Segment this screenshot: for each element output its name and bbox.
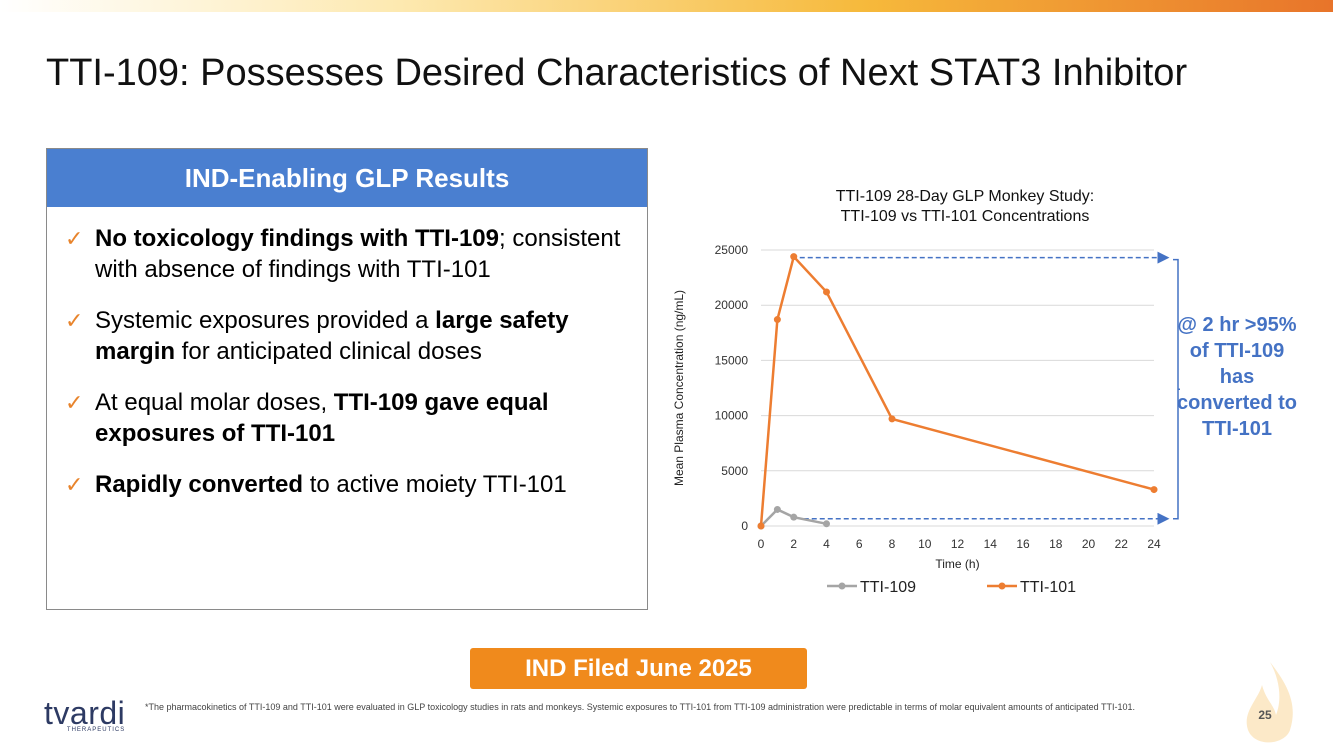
bullet-list: ✓ No toxicology findings with TTI-109; co…: [47, 207, 647, 500]
x-axis-label: Time (h): [935, 557, 979, 571]
footnote: *The pharmacokinetics of TTI-109 and TTI…: [145, 702, 1135, 712]
x-tick-label: 18: [1049, 537, 1063, 551]
x-tick-label: 2: [790, 537, 797, 551]
y-tick-label: 25000: [715, 243, 749, 257]
data-point-tti-101: [790, 253, 798, 261]
page-number: 25: [1258, 708, 1272, 722]
ind-filed-badge: IND Filed June 2025: [470, 648, 807, 689]
top-gradient-bar: [0, 0, 1333, 12]
chart-title: TTI-109 28-Day GLP Monkey Study: TTI-109 …: [760, 187, 1170, 227]
x-tick-label: 12: [951, 537, 965, 551]
bullet-plain-text: At equal molar doses,: [95, 389, 334, 416]
data-point-tti-101: [773, 316, 781, 324]
bullet-item: ✓ At equal molar doses, TTI-109 gave equa…: [65, 387, 637, 449]
legend-label: TTI-109: [860, 579, 916, 596]
company-logo: tvardi THERAPEUTICS: [44, 697, 125, 733]
y-tick-label: 5000: [721, 464, 748, 478]
bullet-item: ✓ Rapidly converted to active moiety TTI-…: [65, 469, 637, 500]
x-tick-label: 20: [1082, 537, 1096, 551]
y-tick-label: 20000: [715, 298, 749, 312]
bullet-plain-text: to active moiety TTI-101: [303, 471, 567, 498]
x-tick-label: 4: [823, 537, 830, 551]
x-tick-label: 16: [1016, 537, 1030, 551]
series-line-tti-101: [759, 254, 1155, 527]
data-point-tti-109: [773, 505, 781, 513]
bullet-text: No toxicology findings with TTI-109; con…: [95, 223, 637, 285]
data-point-tti-109: [790, 513, 798, 521]
data-point-tti-101: [757, 522, 765, 530]
logo-subtitle: THERAPEUTICS: [66, 727, 126, 733]
y-tick-label: 10000: [715, 409, 749, 423]
bullet-item: ✓ No toxicology findings with TTI-109; co…: [65, 223, 637, 285]
data-point-tti-101: [823, 288, 830, 296]
bullet-plain-text: Systemic exposures provided a: [95, 307, 436, 334]
bullet-bold-text: Rapidly converted: [95, 471, 304, 498]
bullet-bold-text: No toxicology findings with TTI-109: [95, 225, 500, 252]
panel-header: IND-Enabling GLP Results: [47, 149, 647, 207]
bullet-plain-text: for anticipated clinical doses: [175, 338, 482, 365]
x-tick-label: 10: [918, 537, 932, 551]
callout-bracket: [1173, 258, 1180, 520]
x-tick-label: 22: [1115, 537, 1129, 551]
bullet-text: Systemic exposures provided a large safe…: [95, 305, 637, 367]
checkmark-icon: ✓: [65, 308, 84, 333]
x-tick-label: 6: [856, 537, 863, 551]
data-point-tti-101: [888, 415, 896, 423]
flame-icon: [1246, 662, 1293, 743]
bullet-bold-text: TTI-109 gave equal exposures of TTI-101: [95, 389, 549, 447]
y-tick-label: 0: [741, 519, 748, 533]
checkmark-icon: ✓: [65, 472, 84, 497]
y-tick-label: 15000: [715, 353, 749, 367]
data-point-tti-101: [1150, 486, 1158, 494]
conversion-callout: @ 2 hr >95% of TTI-109 has converted to …: [1176, 314, 1298, 440]
data-point-tti-109: [823, 520, 830, 528]
logo-wordmark: tvardi: [44, 695, 126, 731]
bullet-text: Rapidly converted to active moiety TTI-1…: [95, 469, 567, 500]
x-tick-label: 8: [889, 537, 896, 551]
x-tick-label: 24: [1147, 537, 1161, 551]
x-tick-label: 0: [758, 537, 765, 551]
bullet-text: At equal molar doses, TTI-109 gave equal…: [95, 387, 637, 449]
chart-title-line: TTI-109 28-Day GLP Monkey Study:: [835, 188, 1095, 205]
page-title: TTI-109: Possesses Desired Characteristi…: [46, 52, 1188, 94]
series-line-tti-109: [760, 507, 827, 527]
chart-title-line: TTI-109 vs TTI-101 Concentrations: [840, 208, 1090, 225]
x-tick-label: 14: [984, 537, 998, 551]
legend-label: TTI-101: [1020, 579, 1076, 596]
legend-swatch-marker: [998, 582, 1006, 590]
bullet-bold-text: large safety margin: [95, 307, 569, 365]
checkmark-icon: ✓: [65, 226, 84, 251]
bullet-plain-text: ; consistent with absence of findings wi…: [95, 225, 621, 283]
legend-swatch-marker: [838, 582, 846, 590]
checkmark-icon: ✓: [65, 390, 84, 415]
results-panel: IND-Enabling GLP Results ✓ No toxicology …: [46, 148, 648, 610]
y-axis-label: Mean Plasma Concentration (ng/mL): [672, 290, 686, 486]
bullet-item: ✓ Systemic exposures provided a large saf…: [65, 305, 637, 367]
